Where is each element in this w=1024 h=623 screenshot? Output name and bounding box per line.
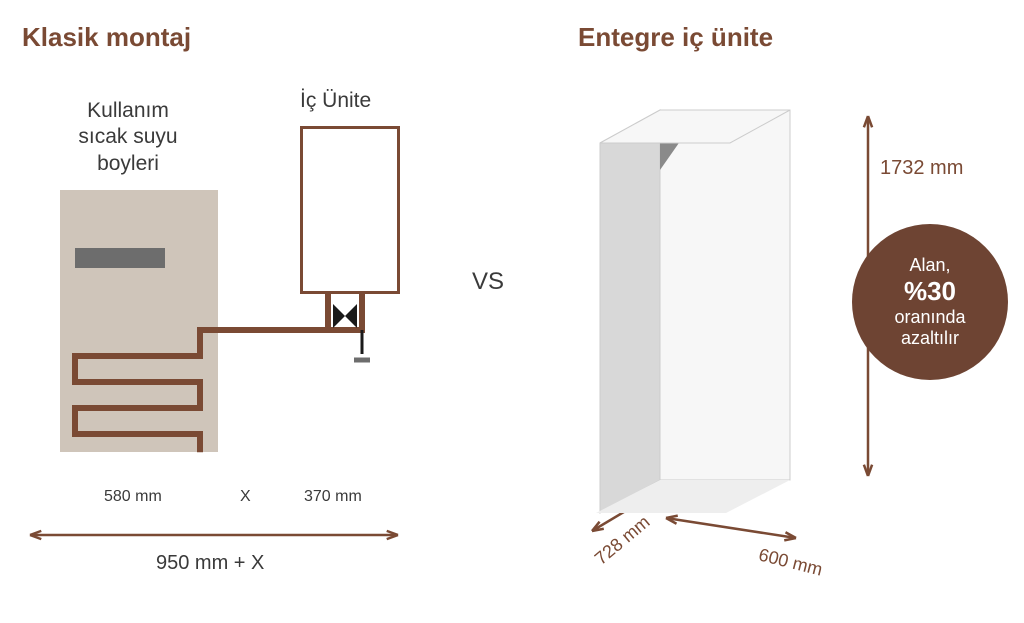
dim-height: 1732 mm <box>880 157 963 180</box>
badge-l4: azaltılır <box>901 328 959 349</box>
space-reduction-badge: Alan, %30 oranında azaltılır <box>852 224 1008 380</box>
badge-l2: %30 <box>904 276 956 307</box>
badge-l1: Alan, <box>909 255 950 276</box>
badge-l3: oranında <box>894 307 965 328</box>
